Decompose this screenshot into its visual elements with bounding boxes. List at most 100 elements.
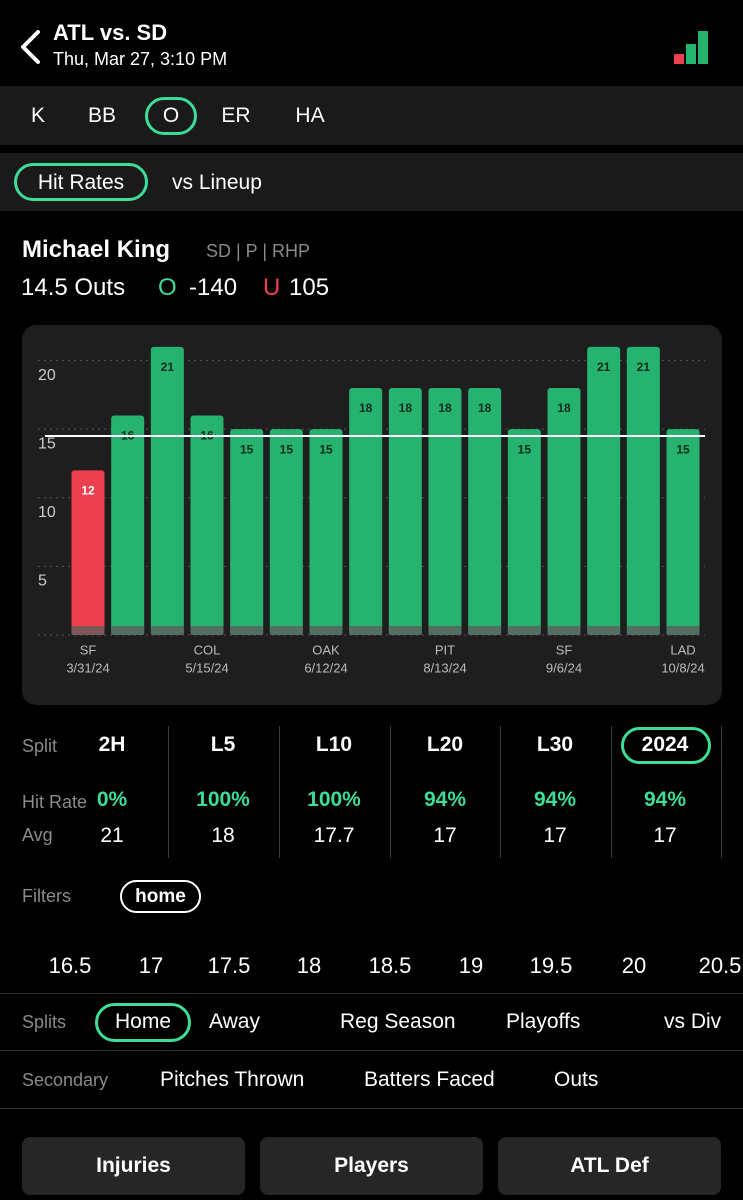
bar-base [190,626,224,635]
bar-base [71,626,105,635]
avg: 17 [653,824,677,847]
line-option[interactable]: 16.5 [48,953,92,978]
line-option[interactable]: 17 [138,953,164,978]
secondary-option[interactable]: Outs [554,1068,599,1091]
view-tab-bar [0,153,743,211]
split-column[interactable]: 2H [98,733,126,756]
over-label: O [158,274,177,301]
secondary-option[interactable]: Pitches Thrown [160,1068,305,1091]
tab-selected-pill [14,163,148,201]
bottom-button[interactable]: Players [260,1137,483,1195]
divider [390,726,391,858]
split-column[interactable]: 2024 [641,733,689,756]
line-option[interactable]: 18 [296,953,322,978]
line-option[interactable]: 19 [458,953,484,978]
line-option[interactable]: 19.5 [529,953,573,978]
signal-icon[interactable] [672,28,712,66]
bar [547,388,581,635]
x-tick-label: SF [556,642,573,657]
bar [230,429,264,635]
stat-tab[interactable]: O [162,104,180,127]
bar [388,388,422,635]
line-option[interactable]: 18.5 [368,953,412,978]
avg: 18 [211,824,235,847]
split-option[interactable]: Home [114,1010,172,1033]
value-label: 15 [240,442,254,456]
back-button[interactable] [18,28,44,66]
line-option[interactable]: 20 [621,953,647,978]
secondary-option[interactable]: Batters Faced [364,1068,495,1091]
separator [0,993,743,994]
hit-rate: 94% [423,788,467,811]
secondary-label: Secondary [22,1070,109,1090]
split-selected-pill [95,1003,191,1042]
bar-base [269,626,303,635]
row-label: Avg [22,825,53,845]
value-label: 18 [359,401,373,415]
value-label: 21 [637,360,651,374]
bar-base [230,626,264,635]
split-option[interactable]: Playoffs [506,1010,581,1033]
avg: 17.7 [313,824,355,847]
tab-selected-pill [145,97,197,135]
divider [721,726,722,858]
split-option[interactable]: Reg Season [340,1010,456,1033]
split-option[interactable]: Away [209,1010,260,1033]
bar [71,470,105,635]
stat-tab[interactable]: BB [87,104,117,127]
bottom-button[interactable]: ATL Def [498,1137,721,1195]
bar-base [388,626,422,635]
split-column[interactable]: L10 [315,733,353,756]
split-option[interactable]: vs Div [664,1010,722,1033]
split-column[interactable]: L5 [210,733,236,756]
stat-tab[interactable]: HA [295,104,325,127]
bar-base [309,626,343,635]
header-subtitle: Thu, Mar 27, 3:10 PM [53,49,228,69]
y-tick-label: 10 [38,504,56,521]
line-option[interactable]: 20.5 [698,953,742,978]
hit-rate: 100% [196,788,250,811]
value-label: 15 [319,442,333,456]
divider [500,726,501,858]
row-label: Hit Rate [22,792,88,812]
split-column[interactable]: L20 [426,733,464,756]
bar [587,346,621,635]
value-label: 18 [557,401,571,415]
bar [111,415,145,635]
bar-base [587,626,621,635]
divider [279,726,280,858]
hit-rate: 100% [307,788,361,811]
x-tick-label: LAD [670,642,695,657]
separator [0,1108,743,1109]
y-tick-label: 5 [38,573,47,590]
value-label: 15 [676,442,690,456]
x-tick-date: 9/6/24 [546,660,582,675]
bar-base [111,626,145,635]
bottom-button[interactable]: Injuries [22,1137,245,1195]
x-tick-date: 10/8/24 [661,660,704,675]
under-odds: 105 [289,274,330,301]
value-label: 21 [161,360,175,374]
filter-chip[interactable]: home [120,880,201,913]
bar [349,388,383,635]
stat-tab[interactable]: ER [221,104,251,127]
stat-tab-bar [0,86,743,145]
filters-label: Filters [22,886,71,906]
view-tab[interactable]: Hit Rates [37,171,125,194]
bar-base [468,626,502,635]
over-odds: -140 [189,274,238,301]
split-column[interactable]: L30 [536,733,574,756]
bar [468,388,502,635]
x-tick-date: 5/15/24 [185,660,228,675]
prop-line: 14.5 Outs [21,274,126,301]
stat-tab[interactable]: K [30,104,46,127]
line-option[interactable]: 17.5 [207,953,251,978]
bar [190,415,224,635]
view-tab[interactable]: vs Lineup [172,171,262,194]
value-label: 18 [478,401,492,415]
bar-base [666,626,700,635]
bar [269,429,303,635]
hit-rate: 0% [96,788,128,811]
header-title: ATL vs. SD [53,20,168,45]
bar-base [150,626,184,635]
